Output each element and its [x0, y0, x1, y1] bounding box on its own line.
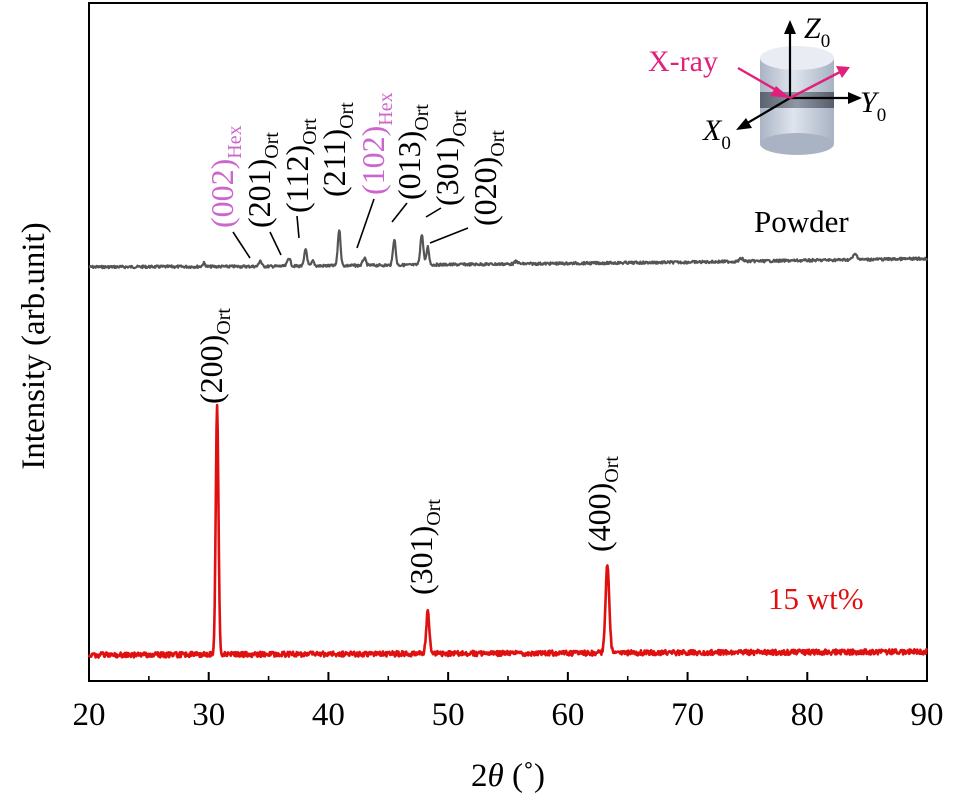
x-axis-title-prefix: 2	[471, 758, 488, 794]
x-axis-title-var: θ	[488, 758, 504, 794]
x-tick-label: 40	[312, 697, 345, 733]
peak-label-miller: (020)	[467, 157, 503, 226]
peak-label-112-ort: (112)Ort	[279, 118, 321, 213]
sample-inset: X-ray Z0 Y0 X0	[648, 12, 886, 155]
axis-x-sub: 0	[721, 133, 731, 154]
x-tick-label: 60	[551, 697, 584, 733]
x-tick-label: 70	[671, 697, 704, 733]
axis-x-arrowhead	[736, 118, 752, 130]
peak-label-miller: (211)	[316, 129, 352, 197]
xray-label: X-ray	[648, 45, 718, 78]
y-axis-title: Intensity (arb.unit)	[16, 222, 52, 469]
axis-z-label: Z0	[804, 12, 830, 52]
peak-label-phase: Ort	[487, 130, 509, 157]
peak-label-102-hex: (102)Hex	[355, 92, 397, 195]
series-line-15wt	[87, 403, 929, 659]
xray-beam-arrowhead-in	[770, 86, 790, 98]
sample-cylinder-bottom	[760, 133, 834, 155]
peak-label-miller: (201)	[241, 159, 277, 228]
axis-z-letter: Z	[804, 12, 821, 45]
axis-y-label: Y0	[860, 86, 886, 126]
peak-label-phase: Ort	[411, 104, 433, 131]
peak-label-211-ort: (211)Ort	[316, 102, 358, 197]
peak-label-miller: (102)	[355, 126, 391, 195]
peak-label-phase: Ort	[261, 132, 283, 159]
peak-label-miller: (301)	[403, 526, 439, 595]
x-axis-title-suffix: (˚)	[504, 758, 545, 794]
peak-label-020-ort: (020)Ort	[467, 130, 509, 226]
axis-x-label: X0	[702, 114, 731, 154]
peak-label-miller: (002)	[204, 159, 240, 228]
x-axis-ticks: 20 30 40 50 60 70 80 90	[73, 672, 944, 733]
leader-013	[391, 202, 408, 223]
peak-label-phase: Hex	[224, 125, 246, 158]
xray-beam-arrowhead-out	[836, 66, 850, 78]
axis-y-sub: 0	[877, 105, 887, 126]
peak-label-miller: (400)	[581, 483, 617, 552]
peak-label-miller: (200)	[193, 335, 229, 404]
peak-label-miller: (301)	[429, 137, 465, 206]
axis-y-arrowhead	[848, 92, 862, 104]
axis-x-letter: X	[702, 114, 723, 147]
leader-301p	[425, 207, 442, 218]
peak-label-phase: Ort	[336, 102, 358, 129]
x-tick-label: 80	[791, 697, 824, 733]
x-axis-title: 2θ (˚)	[471, 758, 545, 794]
leader-102	[356, 198, 375, 249]
sample-cylinder-top	[760, 46, 834, 70]
axis-x-line	[743, 97, 791, 126]
peak-label-301-ort-15wt: (301)Ort	[403, 499, 445, 595]
xray-beam-out	[789, 70, 841, 100]
peak-label-phase: Hex	[375, 92, 397, 125]
peak-label-phase: Ort	[299, 118, 321, 145]
peak-label-miller: (013)	[391, 131, 427, 200]
peak-label-200-ort: (200)Ort	[193, 308, 235, 404]
series-line-powder	[88, 229, 929, 270]
leader-112	[296, 215, 300, 239]
peak-label-002-hex: (002)Hex	[204, 125, 246, 228]
x-tick-label: 30	[192, 697, 225, 733]
peak-label-phase: Ort	[213, 308, 235, 335]
peak-leaders	[232, 198, 469, 259]
peak-label-013-ort: (013)Ort	[391, 104, 433, 200]
peak-label-400-ort: (400)Ort	[581, 456, 623, 552]
peak-label-phase: Ort	[423, 499, 445, 526]
peak-label-phase: Ort	[449, 110, 471, 137]
axis-z-sub: 0	[821, 31, 831, 52]
peak-label-phase: Ort	[601, 456, 623, 483]
x-tick-label: 20	[73, 697, 106, 733]
leader-020	[429, 227, 469, 244]
peak-label-301-ort-powder: (301)Ort	[429, 110, 471, 206]
series-name-powder: Powder	[754, 204, 849, 239]
x-tick-label: 90	[911, 697, 944, 733]
axis-y-letter: Y	[860, 86, 880, 119]
x-tick-label: 50	[432, 697, 465, 733]
peak-label-201-ort: (201)Ort	[241, 132, 283, 228]
leader-002	[232, 231, 251, 259]
leader-201	[269, 231, 282, 256]
peak-label-miller: (112)	[279, 145, 315, 213]
series-name-15wt: 15 wt%	[768, 581, 864, 616]
axis-z-arrowhead	[784, 20, 796, 34]
